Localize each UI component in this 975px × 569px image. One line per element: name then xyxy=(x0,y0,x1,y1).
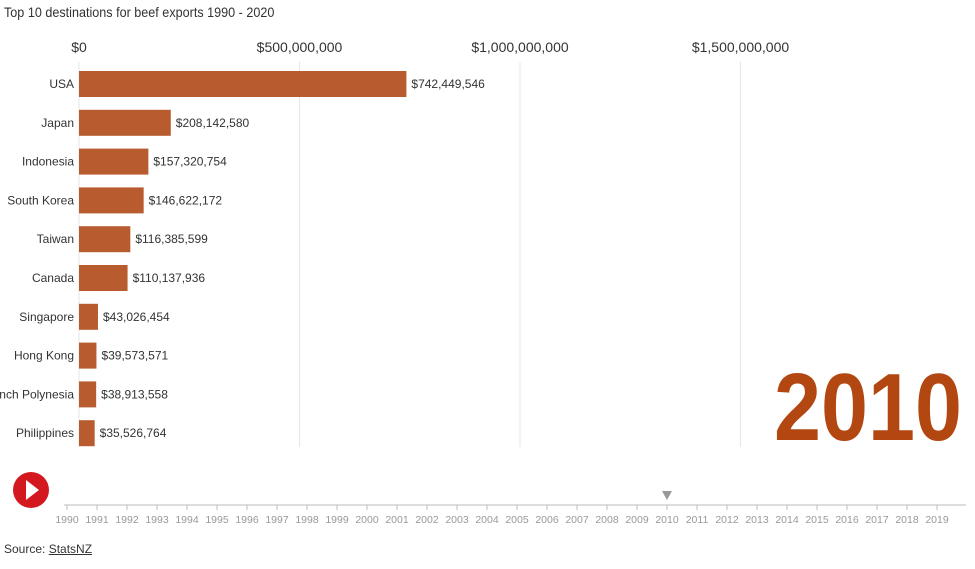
category-label: USA xyxy=(49,77,74,91)
timeline-year-label[interactable]: 1996 xyxy=(235,514,259,526)
timeline-year-label[interactable]: 1998 xyxy=(295,514,319,526)
x-tick-label: $0 xyxy=(71,39,87,55)
category-label: Philippines xyxy=(16,426,74,440)
timeline-year-label[interactable]: 2015 xyxy=(805,514,829,526)
value-labels: $742,449,546 $208,142,580 $157,320,754 $146… xyxy=(100,77,485,440)
category-label: South Korea xyxy=(7,193,74,207)
value-label: $742,449,546 xyxy=(411,77,485,91)
bar xyxy=(79,187,144,214)
timeline-year-label[interactable]: 2013 xyxy=(745,514,769,526)
play-button[interactable] xyxy=(13,472,49,508)
timeline-year-label[interactable]: 1991 xyxy=(85,514,109,526)
value-label: $35,526,764 xyxy=(100,426,167,440)
timeline-year-label[interactable]: 2006 xyxy=(535,514,559,526)
category-label: Indonesia xyxy=(22,155,74,169)
timeline-year-label[interactable]: 2011 xyxy=(686,514,709,526)
bar xyxy=(79,109,171,136)
timeline-year-label[interactable]: 1994 xyxy=(175,514,199,526)
bar xyxy=(79,226,131,253)
category-label: Hong Kong xyxy=(14,349,74,363)
timeline-year-label[interactable]: 2014 xyxy=(775,514,799,526)
timeline-year-label[interactable]: 2007 xyxy=(565,514,589,526)
value-label: $110,137,936 xyxy=(133,271,206,285)
bar xyxy=(79,381,97,408)
value-label: $38,913,558 xyxy=(101,387,168,401)
timeline-year-label[interactable]: 2010 xyxy=(655,514,679,526)
x-tick-label: $1,500,000,000 xyxy=(692,39,790,55)
category-label: Canada xyxy=(32,271,74,285)
axis-tick-labels: $0 $500,000,000 $1,000,000,000 $1,500,000,0… xyxy=(71,39,789,55)
bar xyxy=(79,342,97,369)
timeline-year-label[interactable]: 1993 xyxy=(145,514,169,526)
timeline-year-label[interactable]: 1999 xyxy=(325,514,349,526)
value-label: $208,142,580 xyxy=(176,116,250,130)
value-label: $39,573,571 xyxy=(101,349,168,363)
x-tick-label: $500,000,000 xyxy=(257,39,343,55)
category-labels: USA Japan Indonesia South Korea Taiwan Canada… xyxy=(0,77,74,440)
chart-subtitle: Top 10 destinations for beef exports 199… xyxy=(4,4,275,20)
bar xyxy=(79,420,95,447)
year-timeline[interactable]: 1990 1991 1992 1993 1994 1995 1996 1997 1998 1999… xyxy=(55,491,966,526)
bar xyxy=(79,148,149,175)
timeline-year-label[interactable]: 2019 xyxy=(925,514,949,526)
bar xyxy=(79,71,407,97)
x-tick-label: $1,000,000,000 xyxy=(471,39,569,55)
current-year-display: 2010 xyxy=(774,354,962,461)
timeline-year-label[interactable]: 1995 xyxy=(205,514,229,526)
category-label: French Polynesia xyxy=(0,387,74,401)
timeline-year-label[interactable]: 1992 xyxy=(115,514,139,526)
timeline-year-label[interactable]: 2008 xyxy=(595,514,619,526)
value-label: $116,385,599 xyxy=(135,232,208,246)
timeline-year-label[interactable]: 2003 xyxy=(445,514,469,526)
value-label: $157,320,754 xyxy=(153,155,227,169)
category-label: Japan xyxy=(41,116,74,130)
bars-group xyxy=(79,71,407,447)
bar xyxy=(79,265,128,291)
timeline-year-label[interactable]: 2018 xyxy=(895,514,919,526)
source-link[interactable]: StatsNZ xyxy=(48,542,93,556)
category-label: Singapore xyxy=(19,310,74,324)
source-note: Source: StatsNZ xyxy=(4,542,92,556)
play-icon[interactable] xyxy=(26,480,39,500)
timeline-year-label[interactable]: 2000 xyxy=(355,514,379,526)
timeline-year-label[interactable]: 2002 xyxy=(415,514,439,526)
timeline-year-label[interactable]: 2009 xyxy=(625,514,649,526)
timeline-year-label[interactable]: 2004 xyxy=(475,514,499,526)
value-label: $43,026,454 xyxy=(103,310,170,324)
timeline-year-label[interactable]: 1990 xyxy=(55,514,79,526)
timeline-year-label[interactable]: 2012 xyxy=(715,514,739,526)
value-label: $146,622,172 xyxy=(149,193,223,207)
timeline-year-label[interactable]: 2005 xyxy=(505,514,529,526)
timeline-year-label[interactable]: 2016 xyxy=(835,514,859,526)
timeline-year-label[interactable]: 1997 xyxy=(265,514,289,526)
bar xyxy=(79,303,98,330)
timeline-year-label[interactable]: 2001 xyxy=(385,514,409,526)
category-label: Taiwan xyxy=(37,232,74,246)
timeline-year-label[interactable]: 2017 xyxy=(865,514,889,526)
timeline-marker-icon[interactable] xyxy=(662,491,672,500)
source-prefix: Source: xyxy=(4,542,49,556)
